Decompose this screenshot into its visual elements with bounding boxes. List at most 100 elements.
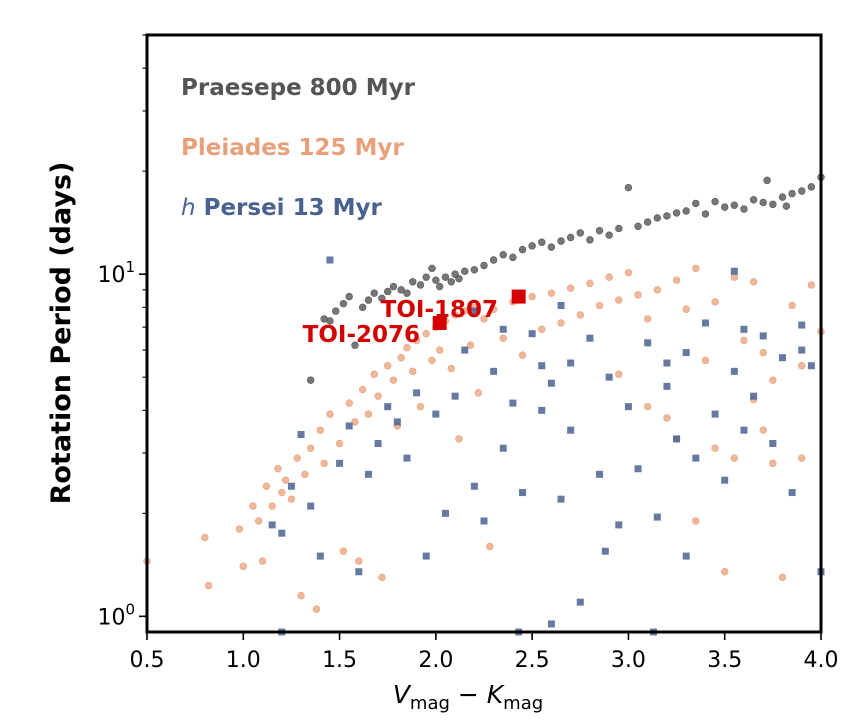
point-praesepe-800-myr-4 (339, 299, 348, 308)
point-praesepe-800-myr-35 (557, 237, 565, 245)
point-pleiades-125-myr-22 (335, 439, 344, 448)
point-praesepe-800-myr-44 (643, 218, 652, 226)
x-axis-label: Vmag − Kmag (393, 680, 543, 714)
point-pleiades-125-myr-74 (682, 305, 690, 313)
point-h-persei-13-myr-36 (615, 521, 623, 529)
point-pleiades-125-myr-90 (711, 444, 719, 452)
x-tick-label-3: 2.0 (418, 648, 453, 673)
point-pleiades-125-myr-30 (374, 392, 382, 400)
point-praesepe-800-myr-36 (566, 233, 575, 242)
point-praesepe-800-myr-3 (332, 307, 340, 315)
point-praesepe-800-myr-57 (763, 176, 771, 185)
point-h-persei-13-myr-44 (692, 454, 700, 462)
point-pleiades-125-myr-67 (615, 296, 623, 304)
point-pleiades-125-myr-45 (447, 364, 455, 373)
x-tick-label-6: 3.5 (707, 648, 742, 673)
data-markers (143, 173, 825, 636)
point-pleiades-125-myr-47 (455, 435, 463, 443)
x-tick-label-2: 1.5 (322, 648, 357, 673)
point-pleiades-125-myr-97 (730, 454, 739, 462)
point-pleiades-125-myr-2 (204, 581, 213, 590)
point-pleiades-125-myr-62 (566, 284, 575, 292)
point-pleiades-125-myr-92 (643, 402, 652, 411)
point-h-persei-13-myr-43 (682, 349, 690, 357)
point-h-persei-13-myr-47 (721, 476, 729, 484)
point-pleiades-125-myr-32 (384, 362, 392, 370)
annotation-label-toi-1807: TOI-1807 (381, 297, 498, 323)
point-pleiades-125-myr-5 (249, 502, 257, 510)
point-pleiades-125-myr-93 (769, 459, 777, 468)
point-pleiades-125-myr-51 (474, 389, 482, 397)
point-pleiades-125-myr-70 (643, 315, 652, 323)
point-pleiades-125-myr-48 (461, 307, 469, 315)
point-h-persei-13-myr-71 (567, 359, 575, 367)
x-tick-label-0: 0.5 (130, 648, 165, 673)
point-praesepe-800-myr-63 (807, 183, 816, 191)
point-pleiades-125-myr-18 (312, 605, 321, 613)
point-h-persei-13-myr-20 (461, 346, 469, 354)
point-pleiades-125-myr-58 (528, 292, 536, 301)
point-h-persei-13-myr-56 (807, 362, 815, 370)
point-pleiades-125-myr-36 (403, 343, 411, 352)
point-praesepe-800-myr-61 (788, 189, 796, 198)
x-tick-label-5: 3.0 (611, 648, 646, 673)
point-pleiades-125-myr-61 (557, 319, 565, 327)
point-pleiades-125-myr-10 (274, 465, 282, 473)
x-tick-label-1: 1.0 (226, 648, 261, 673)
point-h-persei-13-myr-27 (528, 330, 536, 338)
point-praesepe-800-myr-53 (730, 201, 739, 209)
point-h-persei-13-myr-24 (499, 444, 507, 452)
point-praesepe-800-myr-13 (397, 286, 405, 294)
point-h-persei-13-myr-9 (355, 568, 363, 576)
point-praesepe-800-myr-16 (416, 281, 425, 289)
point-h-persei-13-myr-69 (798, 321, 806, 329)
point-praesepe-800-myr-42 (624, 183, 633, 192)
point-h-persei-13-myr-12 (384, 403, 392, 411)
point-praesepe-800-myr-17 (422, 273, 430, 281)
point-h-persei-13-myr-68 (740, 325, 748, 333)
point-pleiades-125-myr-81 (749, 278, 758, 286)
point-pleiades-125-myr-79 (730, 273, 739, 281)
point-pleiades-125-myr-25 (351, 418, 359, 426)
point-pleiades-125-myr-16 (301, 470, 309, 479)
point-h-persei-13-myr-25 (509, 399, 517, 407)
point-h-persei-13-myr-70 (682, 552, 690, 560)
point-pleiades-125-myr-40 (422, 329, 430, 338)
point-praesepe-800-myr-47 (672, 209, 681, 217)
point-pleiades-125-myr-68 (624, 268, 633, 277)
point-pleiades-125-myr-35 (397, 354, 405, 362)
point-pleiades-125-myr-11 (278, 488, 286, 497)
point-h-persei-13-myr-51 (759, 332, 767, 340)
point-praesepe-800-myr-31 (518, 245, 527, 254)
point-praesepe-800-myr-33 (538, 238, 546, 246)
point-praesepe-800-myr-37 (576, 229, 584, 237)
point-praesepe-800-myr-55 (749, 196, 758, 204)
point-praesepe-800-myr-10 (378, 294, 386, 303)
point-praesepe-800-myr-25 (461, 267, 469, 275)
point-h-persei-13-myr-16 (422, 552, 430, 560)
point-pleiades-125-myr-49 (466, 341, 475, 349)
point-praesepe-800-myr-54 (740, 205, 748, 213)
point-pleiades-125-myr-71 (653, 286, 662, 294)
point-pleiades-125-myr-87 (807, 281, 816, 289)
point-h-persei-13-myr-3 (297, 430, 305, 438)
legend-entry-praesepe: Praesepe 800 Myr (181, 75, 416, 101)
point-pleiades-125-myr-27 (358, 385, 367, 394)
x-tick-label-4: 2.5 (515, 648, 550, 673)
point-h-persei-13-myr-13 (393, 418, 401, 426)
point-praesepe-800-myr-41 (615, 224, 623, 233)
point-h-persei-13-myr-49 (740, 426, 748, 434)
point-pleiades-125-myr-8 (262, 482, 271, 490)
point-pleiades-125-myr-39 (416, 402, 425, 411)
point-h-persei-13-myr-17 (432, 410, 440, 418)
point-praesepe-800-myr-43 (634, 222, 642, 231)
point-pleiades-125-myr-7 (258, 557, 267, 565)
point-pleiades-125-myr-55 (499, 334, 507, 342)
y-tick-label-1: 101 (97, 258, 135, 288)
point-pleiades-125-myr-29 (370, 370, 378, 378)
point-pleiades-125-myr-75 (692, 264, 700, 273)
point-pleiades-125-myr-33 (389, 376, 398, 384)
point-pleiades-125-myr-96 (692, 517, 700, 525)
point-h-persei-13-myr-28 (538, 362, 546, 370)
